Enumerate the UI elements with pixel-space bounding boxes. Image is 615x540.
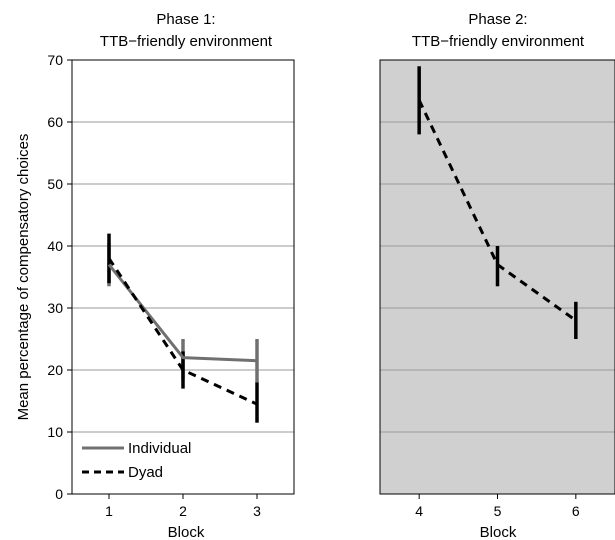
x-tick-label: 2 [179, 503, 187, 519]
panel-1-plot-background [72, 60, 294, 494]
x-tick-label: 6 [572, 503, 580, 519]
panel-2-title-line-1: Phase 2: [468, 11, 527, 28]
x-tick-label: 4 [415, 503, 423, 519]
panel-2-x-ticks: 4 5 6 [415, 494, 580, 519]
y-tick-label: 40 [47, 238, 63, 254]
panel-1-series-lines [107, 257, 258, 406]
panel-2-series-lines [417, 99, 577, 322]
y-axis-label: Mean percentage of compensatory choices [15, 134, 32, 421]
x-tick-label: 5 [494, 503, 502, 519]
panel-1-title-line-1: Phase 1: [156, 11, 215, 28]
panel-1-x-ticks: 1 2 3 [105, 494, 261, 519]
y-tick-label: 0 [55, 486, 63, 502]
panel-1-x-axis-label: Block [168, 524, 205, 540]
y-tick-label: 70 [47, 52, 63, 68]
y-tick-label: 30 [47, 300, 63, 316]
panel-2-title-line-2: TTB−friendly environment [412, 33, 585, 50]
legend: Individual Dyad [82, 440, 191, 481]
y-tick-label: 50 [47, 176, 63, 192]
y-tick-label: 60 [47, 114, 63, 130]
x-tick-label: 3 [253, 503, 261, 519]
panel-1-y-ticks: 0 10 20 30 40 50 60 70 [47, 52, 72, 502]
legend-individual-label: Individual [128, 440, 191, 457]
y-tick-label: 10 [47, 424, 63, 440]
panel-phase-2: Phase 2: TTB−friendly environment 4 5 6 Bl… [379, 11, 615, 540]
series-line-dyad [107, 257, 258, 406]
y-tick-label: 20 [47, 362, 63, 378]
panel-2-x-axis-label: Block [480, 524, 517, 540]
panel-1-title-line-2: TTB−friendly environment [100, 33, 273, 50]
series-line-phase-2 [417, 99, 577, 322]
panel-phase-1: Phase 1: TTB−friendly environment 0 10 20 3… [15, 11, 295, 540]
x-tick-label: 1 [105, 503, 113, 519]
legend-dyad-label: Dyad [128, 464, 163, 481]
